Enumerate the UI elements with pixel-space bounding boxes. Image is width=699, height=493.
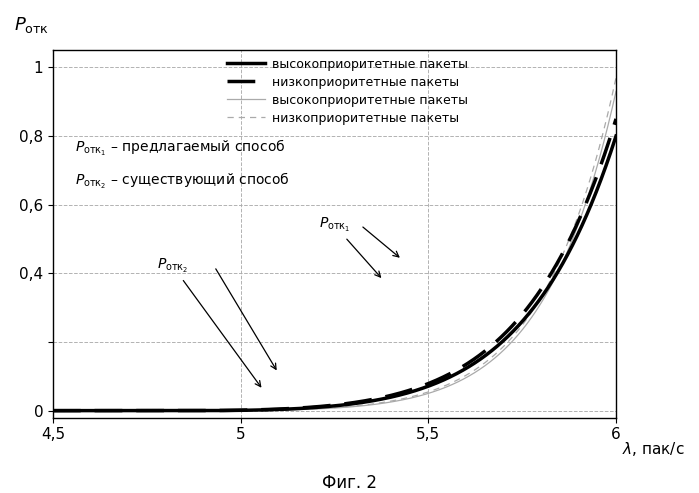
Text: $P_{\mathregular{отк}_1}$: $P_{\mathregular{отк}_1}$ xyxy=(319,216,380,277)
Text: Фиг. 2: Фиг. 2 xyxy=(322,474,377,492)
Text: $P_{\mathregular{отк}_2}$ – существующий способ: $P_{\mathregular{отк}_2}$ – существующий… xyxy=(75,172,290,191)
Text: $\lambda$, пак/с: $\lambda$, пак/с xyxy=(621,440,684,458)
Legend: высокоприоритетные пакеты, низкоприоритетные пакеты, высокоприоритетные пакеты, : высокоприоритетные пакеты, низкоприорите… xyxy=(222,53,473,130)
Text: $P_{\mathregular{отк}}$: $P_{\mathregular{отк}}$ xyxy=(13,15,49,35)
Text: $P_{\mathregular{отк}_2}$: $P_{\mathregular{отк}_2}$ xyxy=(157,257,261,387)
Text: $P_{\mathregular{отк}_1}$ – предлагаемый способ: $P_{\mathregular{отк}_1}$ – предлагаемый… xyxy=(75,139,286,158)
